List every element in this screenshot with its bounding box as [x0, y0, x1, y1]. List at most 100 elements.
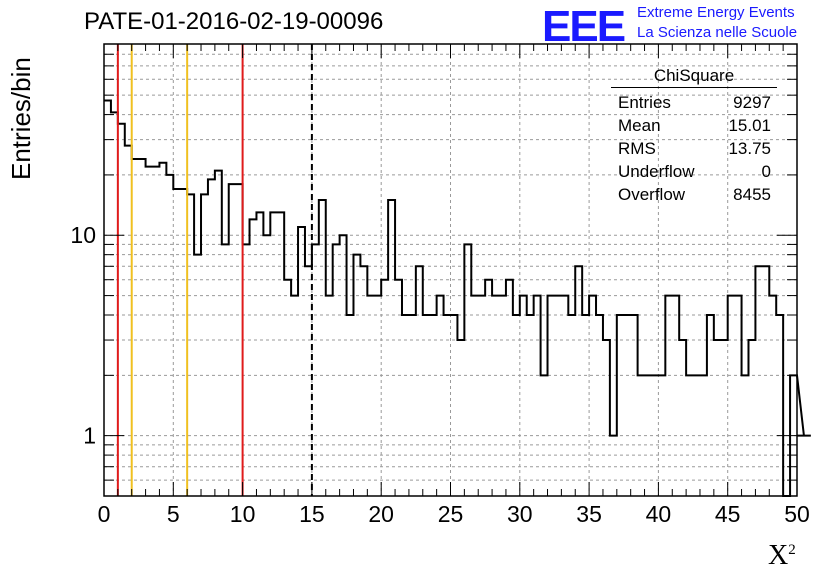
x-tick-label: 30 [507, 501, 533, 527]
histogram-bin [236, 184, 243, 496]
histogram-bin [686, 375, 693, 496]
histogram-bin [173, 189, 180, 496]
x-tick-label: 15 [299, 501, 325, 527]
histogram-bin [513, 315, 520, 496]
histogram-bin [776, 315, 783, 496]
histogram-bin [464, 244, 471, 496]
x-tick-label: 0 [98, 501, 111, 527]
histogram-bin [263, 235, 270, 496]
stats-value: 13.75 [728, 139, 771, 158]
x-tick-label: 5 [167, 501, 180, 527]
histogram-bin [340, 235, 347, 496]
y-tick-label: 10 [70, 222, 96, 248]
histogram-bin [589, 296, 596, 496]
histogram-bin [624, 315, 631, 496]
logo-line-1: Extreme Energy Events [637, 4, 795, 21]
histogram-bin [707, 315, 714, 496]
stats-title: ChiSquare [611, 66, 777, 88]
logo-line-2: La Scienza nelle Scuole [637, 24, 798, 41]
histogram-bin [298, 227, 305, 496]
histogram-bin [721, 340, 728, 496]
histogram-bin [201, 194, 208, 496]
histogram-bin [402, 315, 409, 496]
histogram-bin [672, 296, 679, 496]
histogram-bin [180, 189, 187, 496]
histogram-bin [568, 315, 575, 496]
stats-value: 15.01 [728, 116, 771, 135]
histogram-bin [506, 280, 513, 496]
histogram-bin [118, 124, 125, 496]
histogram-bin [651, 375, 658, 496]
histogram-bin [222, 244, 229, 496]
histogram-bin [367, 296, 374, 496]
histogram-bin [409, 315, 416, 496]
histogram-bin [478, 296, 485, 496]
histogram-bin [132, 159, 139, 496]
axis-ticks [103, 43, 798, 497]
x-tick-label: 10 [230, 501, 256, 527]
histogram-bin [326, 296, 333, 496]
histogram-bin [146, 167, 153, 496]
stats-row-rms: RMS 13.75 [611, 137, 777, 160]
histogram-bin [437, 296, 444, 496]
histogram-bin [277, 212, 284, 496]
histogram-bin [714, 340, 721, 496]
x-tick-label: 20 [368, 501, 394, 527]
histogram-bin [561, 296, 568, 496]
histogram-bin [430, 315, 437, 496]
stats-row-mean: Mean 15.01 [611, 114, 777, 137]
histogram-bin [333, 244, 340, 496]
histogram-bin [735, 296, 742, 496]
histogram-bin [215, 171, 222, 496]
histogram-bin [305, 266, 312, 496]
histogram-bin [250, 219, 257, 496]
histogram-bin [353, 255, 360, 496]
cut-lines [116, 44, 313, 496]
histogram-bin [665, 296, 672, 496]
stats-label: Underflow [618, 162, 695, 181]
x-tick-label: 45 [715, 501, 741, 527]
y-axis-label: Entries/bin [6, 57, 36, 180]
histogram-bin [541, 375, 548, 496]
histogram-bin [769, 296, 776, 496]
histogram-bin [312, 244, 319, 496]
histogram-bin [554, 296, 561, 496]
x-tick-label: 35 [576, 501, 602, 527]
histogram-bin [631, 315, 638, 496]
histogram-bin [166, 175, 173, 496]
histogram-bin [534, 296, 541, 496]
histogram-bin [319, 200, 326, 496]
stats-value: 0 [761, 162, 771, 181]
histogram-bin [645, 375, 652, 496]
histogram-bin [194, 255, 201, 496]
axis-tick-labels: 0 5 10 15 20 25 30 35 40 45 50 1 10 [70, 222, 809, 527]
stats-value: 9297 [733, 93, 771, 112]
histogram-bin [208, 179, 215, 496]
histogram-bin [700, 375, 707, 496]
histogram-outline [104, 99, 811, 497]
histogram-bin [617, 315, 624, 496]
histogram-bin [284, 280, 291, 496]
eee-logo: EEE [542, 2, 626, 51]
histogram-bin [187, 194, 194, 496]
histogram-bin [679, 340, 686, 496]
histogram-bin [596, 315, 603, 496]
histogram-bin [755, 266, 762, 496]
histogram-bin [451, 315, 458, 496]
histogram-bin [360, 266, 367, 496]
histogram-bin [139, 159, 146, 496]
histogram-series [104, 99, 811, 497]
histogram-bin [347, 315, 354, 496]
histogram-bin [728, 296, 735, 496]
stats-row-underflow: Underflow 0 [611, 160, 777, 183]
histogram-bin [457, 340, 464, 496]
histogram-bin [610, 436, 617, 496]
histogram-bin [153, 167, 160, 496]
histogram-bin [444, 315, 451, 496]
histogram-bin [638, 375, 645, 496]
histogram-bin [291, 296, 298, 496]
histogram-bin [416, 266, 423, 496]
x-axis-label: X2 [768, 540, 796, 571]
histogram-bin [748, 340, 755, 496]
x-tick-label: 25 [438, 501, 464, 527]
